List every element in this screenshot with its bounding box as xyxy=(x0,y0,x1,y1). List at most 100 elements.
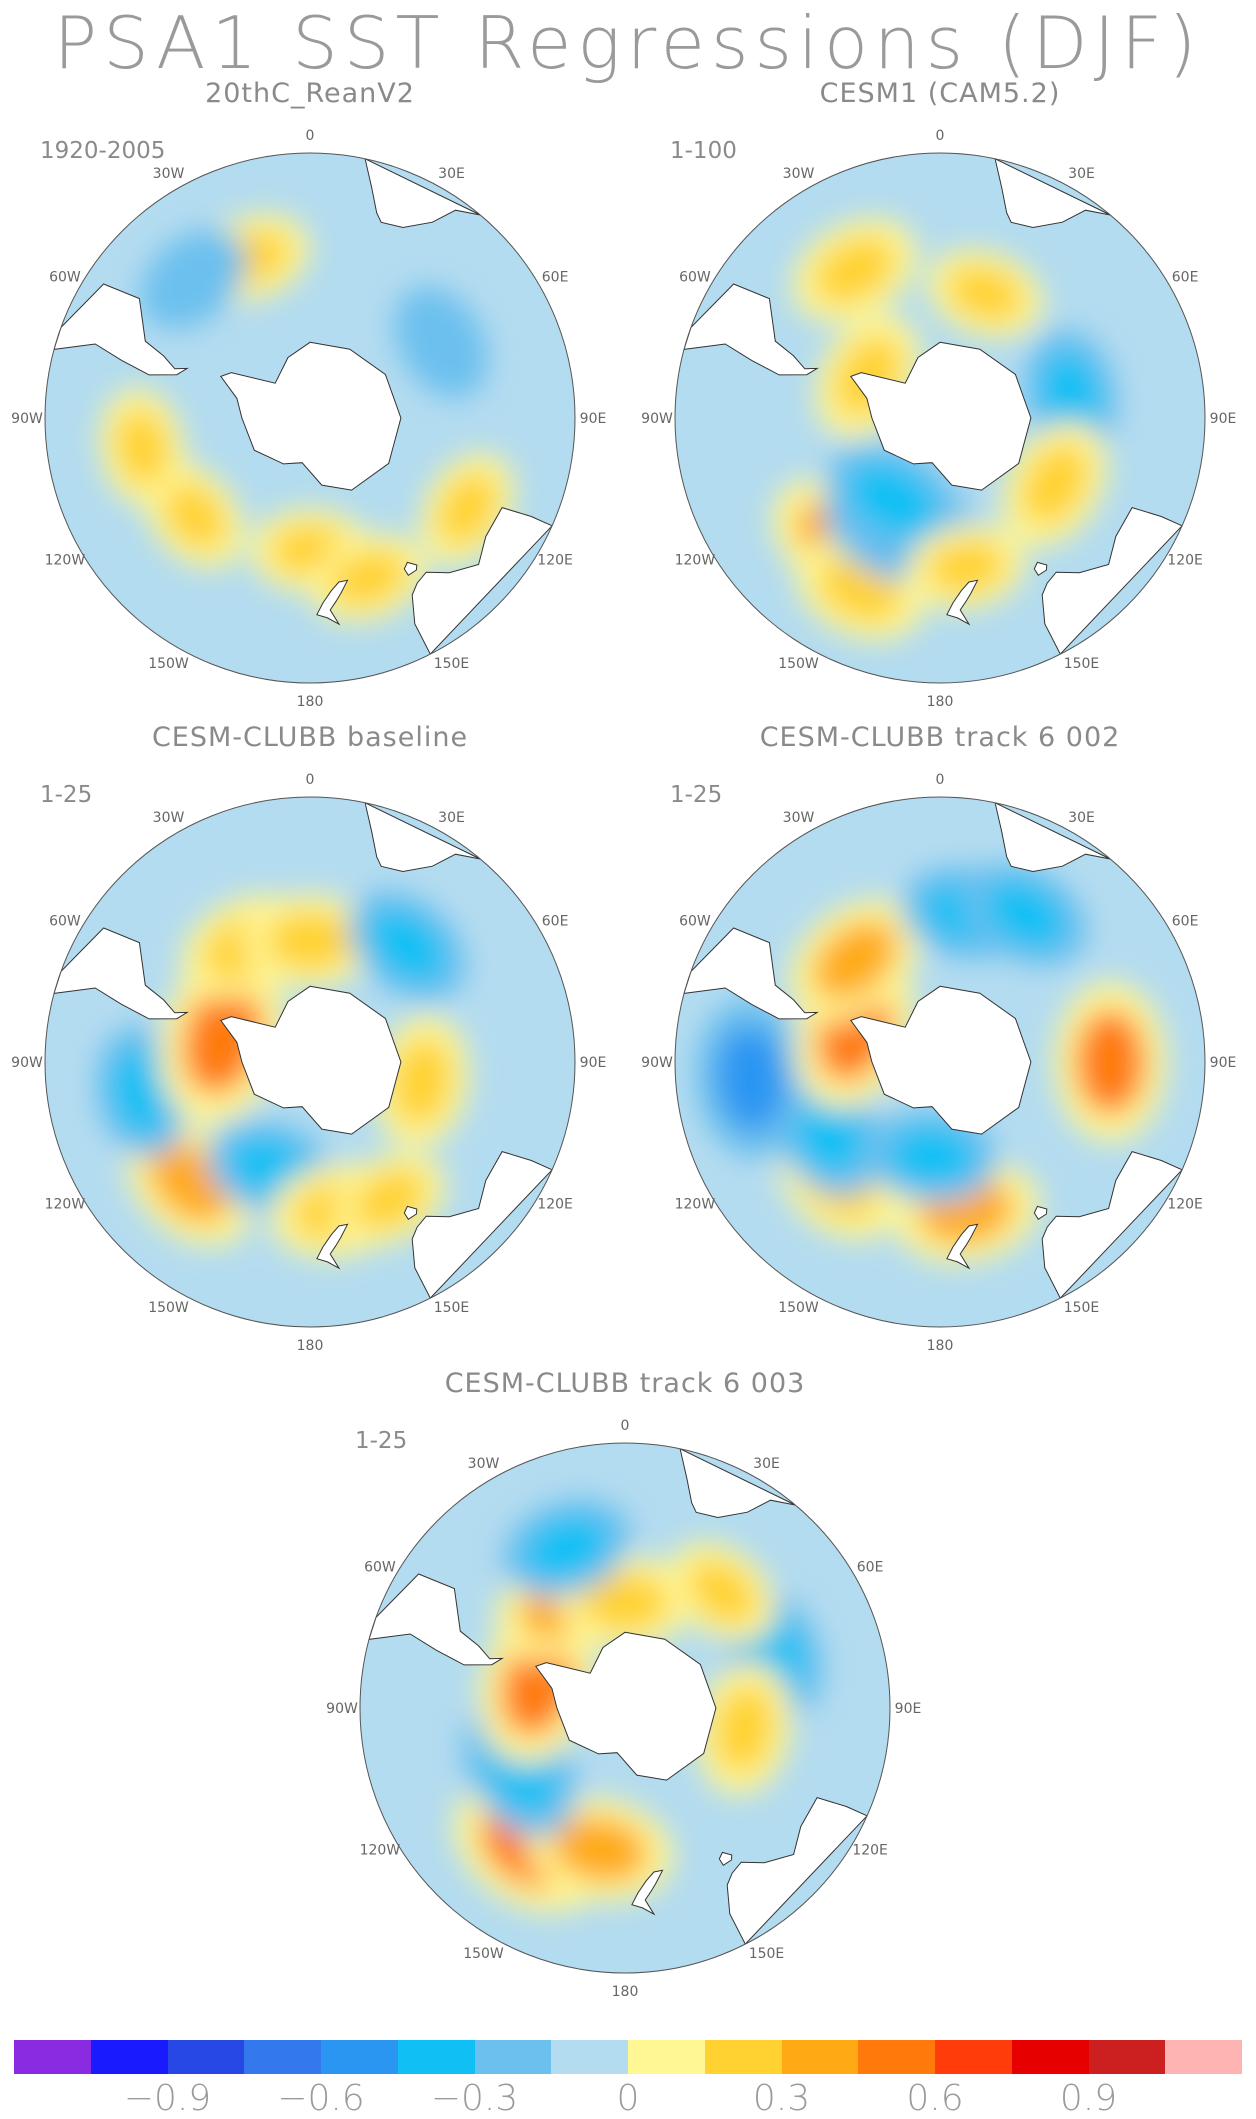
longitude-label: 60E xyxy=(542,914,569,930)
longitude-label: 150W xyxy=(778,1300,819,1316)
longitude-label: 180 xyxy=(927,1338,954,1354)
colorbar-box xyxy=(321,2040,398,2074)
colorbar-box xyxy=(1165,2040,1242,2074)
land-southAmerica xyxy=(683,927,819,1020)
colorbar-box xyxy=(474,2040,552,2074)
polar-map: 0 30E 60E 90E 120E 150E 180 150W 120W 90W 60W 30W xyxy=(641,772,1237,1354)
longitude-label: 150W xyxy=(778,656,819,672)
map-boundary xyxy=(44,152,576,684)
land-newZealand xyxy=(316,1223,349,1270)
longitude-label: 120E xyxy=(852,1843,888,1859)
sst-anomaly-core xyxy=(1040,351,1101,439)
land-tasmania xyxy=(1033,1205,1048,1220)
longitude-label: 60E xyxy=(1172,914,1199,930)
colorbar-box xyxy=(858,2040,935,2074)
longitude-label: 90W xyxy=(641,411,673,427)
colorbar-box xyxy=(397,2040,475,2074)
longitude-label: 60W xyxy=(679,270,711,286)
land-newZealand xyxy=(631,1869,664,1916)
longitude-label: 30W xyxy=(153,166,185,182)
longitude-label: 120E xyxy=(537,553,573,569)
colorbar xyxy=(14,2040,1242,2074)
colorbar-box xyxy=(1088,2040,1166,2074)
land-australia xyxy=(411,507,553,655)
longitude-label: 90W xyxy=(641,1055,673,1071)
panel-title: CESM-CLUBB track 6 003 xyxy=(444,1368,806,1399)
land-antarctica xyxy=(220,985,402,1135)
panel-period: 1-25 xyxy=(670,782,723,808)
sst-anomaly-core xyxy=(848,463,938,537)
land-southAmerica xyxy=(368,1573,504,1666)
colorbar-tick-label: 0.3 xyxy=(752,2078,811,2119)
longitude-label: 150W xyxy=(463,1946,504,1962)
longitude-label: 30W xyxy=(153,810,185,826)
map-panel-1: 20thC_ReanV2 1920-2005 0 30E 60E 90E 120E 150… xyxy=(10,78,610,718)
sst-anomaly-core xyxy=(112,1048,172,1135)
map-panel-3: CESM-CLUBB baseline 1-25 0 30E 60E 90E 120E 1… xyxy=(10,722,610,1362)
sst-anomaly-core xyxy=(947,265,1024,322)
longitude-label: 60E xyxy=(857,1560,884,1576)
sst-anomaly-core xyxy=(437,472,498,546)
colorbar-tick-label: 0.6 xyxy=(906,2078,964,2119)
sst-anomaly-core xyxy=(115,408,169,487)
polar-map: 0 30E 60E 90E 120E 150E 180 150W 120W 90W 60W 30W xyxy=(11,128,607,710)
sst-anomaly-core xyxy=(1075,1009,1146,1115)
panel-title: CESM-CLUBB baseline xyxy=(151,722,469,753)
panel-title: 20thC_ReanV2 xyxy=(205,78,415,109)
longitude-label: 30W xyxy=(468,1456,500,1472)
longitude-label: 90W xyxy=(326,1701,358,1717)
colorbar-box xyxy=(781,2040,859,2074)
sst-anomaly-core xyxy=(182,982,262,1095)
longitude-label: 90W xyxy=(11,411,43,427)
longitude-label: 90E xyxy=(895,1701,922,1717)
land-antarctica xyxy=(850,341,1032,491)
colorbar-box xyxy=(628,2040,705,2074)
polar-map: 0 30E 60E 90E 120E 150E 180 150W 120W 90W 60W 30W xyxy=(641,128,1237,710)
panel-period: 1920-2005 xyxy=(40,138,166,164)
map-panel-5: CESM-CLUBB track 6 003 1-25 0 30E 60E 90E 12… xyxy=(325,1368,925,2008)
land-southAmerica xyxy=(53,283,189,376)
longitude-label: 180 xyxy=(297,694,324,710)
polar-map: 0 30E 60E 90E 120E 150E 180 150W 120W 90W 60W 30W xyxy=(326,1418,922,2000)
longitude-label: 120W xyxy=(45,553,86,569)
longitude-label: 180 xyxy=(927,694,954,710)
longitude-label: 90E xyxy=(580,1055,607,1071)
map-boundary xyxy=(674,796,1206,1328)
colorbar-tick-label: −0.6 xyxy=(277,2078,365,2119)
panel-period: 1-25 xyxy=(355,1428,408,1454)
longitude-label: 150E xyxy=(434,1300,470,1316)
land-tasmania xyxy=(403,561,418,576)
map-panel-2: CESM1 (CAM5.2) 1-100 0 30E 60E 90E 120E 150E 1… xyxy=(640,78,1240,718)
land-antarctica xyxy=(220,341,402,491)
sst-anomaly-core xyxy=(266,911,354,970)
sst-anomaly-core xyxy=(581,1573,669,1631)
land-newZealand xyxy=(946,579,979,626)
colorbar-box xyxy=(551,2040,628,2074)
land-antarctica xyxy=(535,1631,717,1781)
land-tasmania xyxy=(1033,561,1048,576)
sst-anomaly-core xyxy=(688,1559,757,1625)
longitude-label: 150E xyxy=(1064,1300,1100,1316)
land-tasmania xyxy=(403,1205,418,1220)
sst-anomaly-core xyxy=(812,921,897,1000)
sst-anomaly-core xyxy=(161,481,227,550)
panel-title: CESM-CLUBB track 6 002 xyxy=(759,722,1121,753)
sst-anomaly-core xyxy=(714,1685,774,1773)
longitude-label: 60E xyxy=(1172,270,1199,286)
land-australia xyxy=(411,1151,553,1299)
longitude-label: 120W xyxy=(45,1197,86,1213)
land-africa xyxy=(994,801,1111,873)
longitude-label: 90E xyxy=(1210,1055,1237,1071)
map-boundary xyxy=(359,1442,891,1974)
colorbar-tick-label: −0.3 xyxy=(430,2078,519,2119)
longitude-label: 150W xyxy=(148,1300,189,1316)
longitude-label: 90E xyxy=(1210,411,1237,427)
longitude-label: 60W xyxy=(49,270,81,286)
sst-anomaly-core xyxy=(716,1026,787,1131)
land-southAmerica xyxy=(53,927,189,1020)
longitude-label: 60W xyxy=(364,1560,396,1576)
longitude-label: 90E xyxy=(580,411,607,427)
sst-anomaly-core xyxy=(158,246,228,311)
colorbar-box xyxy=(167,2040,245,2074)
longitude-label: 120W xyxy=(360,1843,401,1859)
